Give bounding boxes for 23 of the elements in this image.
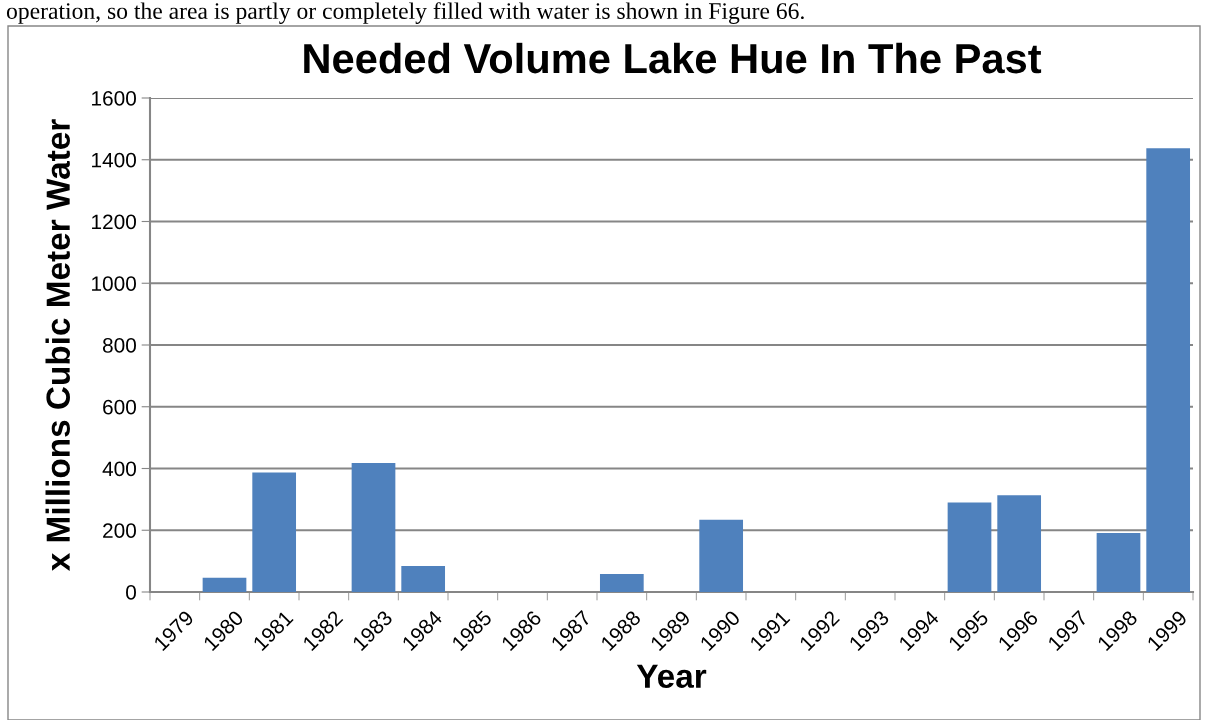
y-tick-label: 600 — [103, 399, 136, 415]
bar — [252, 472, 297, 592]
bar — [699, 519, 744, 592]
bar — [401, 566, 446, 592]
bar — [1096, 533, 1141, 592]
y-tick-label: 1400 — [92, 152, 136, 168]
x-axis-title: Year — [636, 664, 707, 688]
y-tick-label: 400 — [102, 461, 136, 477]
bar — [599, 574, 644, 592]
y-tick-label: 1600 — [92, 91, 136, 106]
y-tick-label: 800 — [102, 338, 136, 353]
y-axis-title: x Millions Cubic Meter Water — [45, 119, 70, 572]
chart-title: Needed Volume Lake Hue In The Past — [304, 42, 1042, 74]
y-tick-label: 1200 — [92, 214, 136, 230]
text: operation, so the area is partly or completely filled with water is shown in Figure 66. — [6, 2, 804, 24]
y-tick-label: 0 — [126, 585, 136, 600]
bar — [202, 577, 247, 592]
bar — [351, 462, 396, 592]
bar — [997, 495, 1042, 592]
y-tick-label: 1000 — [92, 276, 136, 291]
y-tick-label: 200 — [103, 523, 136, 538]
bar — [947, 502, 992, 592]
bar — [1146, 148, 1191, 592]
